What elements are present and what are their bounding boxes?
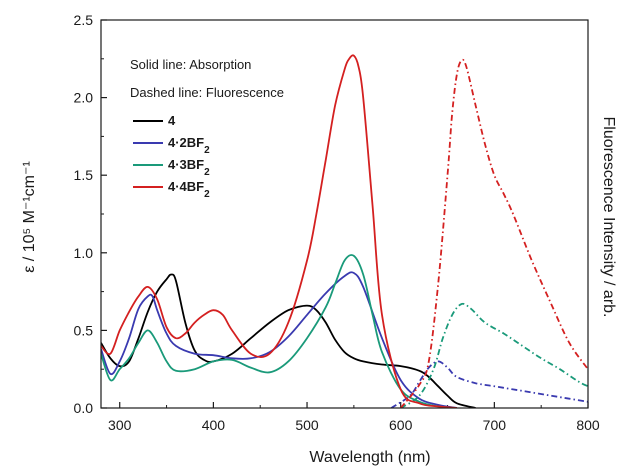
legend-label: 4·2BF2 bbox=[168, 135, 210, 156]
x-tick-label: 400 bbox=[202, 417, 226, 433]
legend-label: 4 bbox=[168, 113, 176, 128]
absorption-line-series-1 bbox=[101, 271, 458, 408]
tick-marks bbox=[101, 19, 589, 409]
y-tick-label: 2.0 bbox=[74, 90, 94, 106]
y-tick-label: 2.5 bbox=[74, 12, 94, 28]
x-tick-label: 800 bbox=[576, 417, 600, 433]
annotation-fluorescence: Dashed line: Fluorescence bbox=[130, 85, 284, 100]
x-tick-label: 600 bbox=[389, 417, 413, 433]
y-tick-label: 1.0 bbox=[74, 245, 94, 261]
x-tick-label: 300 bbox=[108, 417, 132, 433]
y-tick-label: 1.5 bbox=[74, 167, 94, 183]
absorption-line-series-0 bbox=[101, 273, 476, 408]
fluorescence-line-series-1 bbox=[390, 360, 588, 408]
fluorescence-line-series-2 bbox=[400, 302, 588, 408]
series-lines bbox=[101, 54, 588, 408]
y-tick-label: 0.5 bbox=[74, 322, 94, 338]
y-axis-title-right: Fluorescence Intensity / arb. bbox=[600, 117, 617, 318]
x-axis-title: Wavelength (nm) bbox=[309, 449, 430, 466]
absorption-line-series-2 bbox=[101, 254, 457, 408]
tick-labels: 300 400 500 600 700 800 0.0 0.5 1.0 1.5 2.0 2.5 bbox=[74, 12, 600, 433]
fluorescence-line-series-3 bbox=[399, 58, 588, 408]
x-tick-label: 500 bbox=[295, 417, 319, 433]
y-axis-title-left: ε / 10⁵ M⁻¹cm⁻¹ bbox=[21, 161, 38, 273]
annotation-absorption: Solid line: Absorption bbox=[130, 57, 251, 72]
legend-label: 4·3BF2 bbox=[168, 157, 210, 178]
y-tick-label: 0.0 bbox=[74, 400, 94, 416]
plot-frame bbox=[100, 19, 589, 409]
absorption-line-series-3 bbox=[101, 54, 457, 408]
legend-label: 4·4BF2 bbox=[168, 179, 210, 200]
x-tick-label: 700 bbox=[483, 417, 507, 433]
